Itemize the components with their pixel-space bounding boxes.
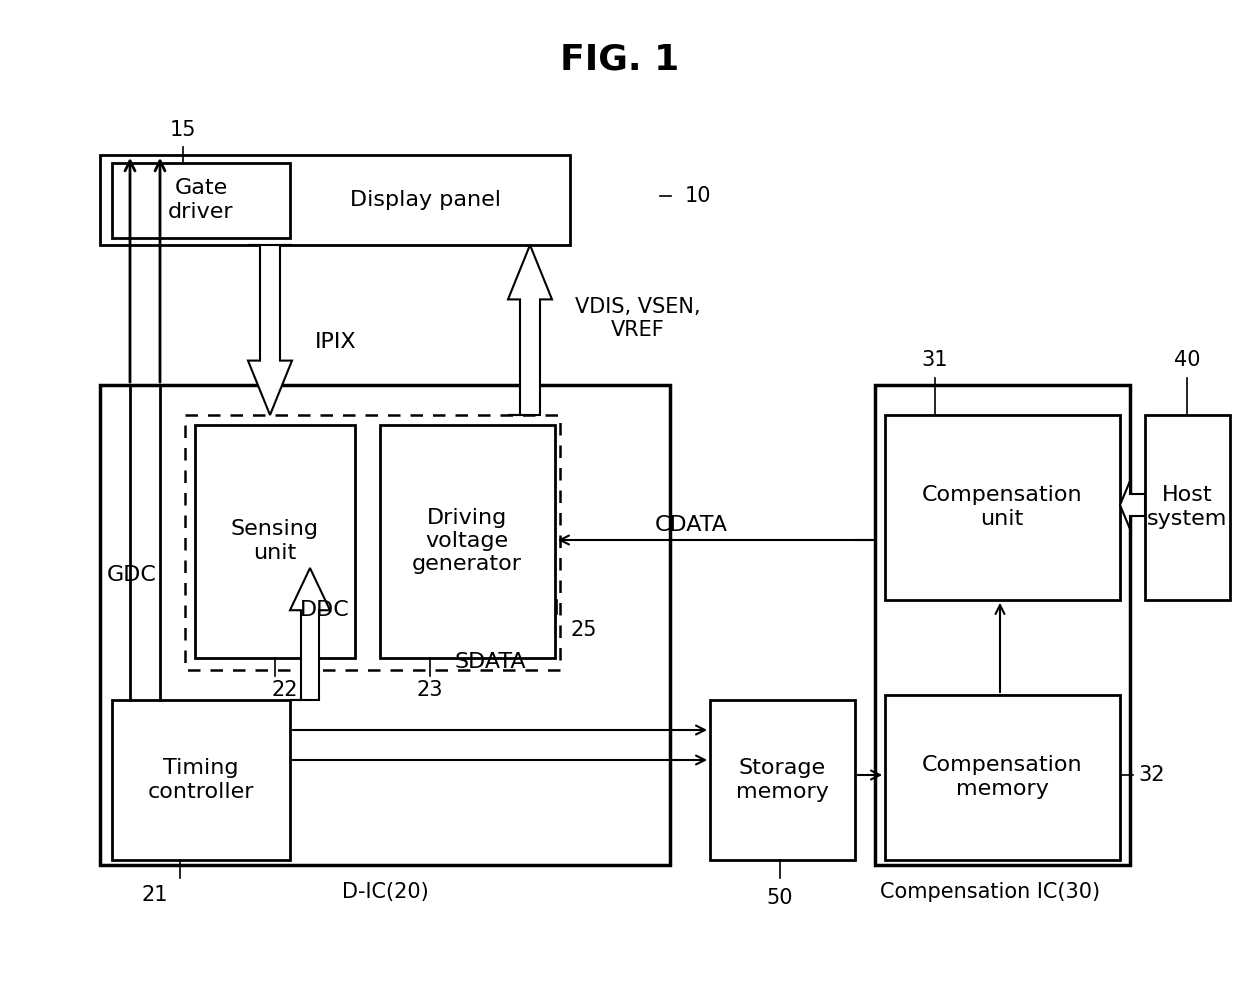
Text: D-IC(20): D-IC(20) <box>342 882 428 902</box>
Polygon shape <box>1120 481 1145 529</box>
Text: Storage
memory: Storage memory <box>735 758 828 802</box>
Text: Sensing
unit: Sensing unit <box>231 520 319 562</box>
Text: 50: 50 <box>766 888 794 908</box>
Bar <box>100 155 570 245</box>
Text: VDIS, VSEN,
VREF: VDIS, VSEN, VREF <box>575 297 701 340</box>
Text: Timing
controller: Timing controller <box>148 758 254 802</box>
Text: DDC: DDC <box>300 600 350 620</box>
Text: 25: 25 <box>570 620 596 640</box>
Text: 31: 31 <box>921 350 949 370</box>
Text: 22: 22 <box>272 680 299 700</box>
Bar <box>100 385 670 865</box>
Text: GDC: GDC <box>107 565 157 585</box>
Text: 32: 32 <box>1138 765 1164 785</box>
Text: IPIX: IPIX <box>315 332 357 352</box>
Text: SDATA: SDATA <box>454 652 526 672</box>
Bar <box>885 415 1120 600</box>
Bar <box>379 425 556 658</box>
Text: 10: 10 <box>684 186 712 206</box>
Text: Host
system: Host system <box>1147 485 1228 529</box>
Bar <box>711 700 856 860</box>
Polygon shape <box>508 245 552 415</box>
Text: Display panel: Display panel <box>350 190 501 210</box>
Text: 23: 23 <box>417 680 443 700</box>
Bar <box>112 163 290 238</box>
Text: Driving
voltage
generator: Driving voltage generator <box>412 508 522 574</box>
Text: CDATA: CDATA <box>655 515 728 535</box>
Text: Compensation
unit: Compensation unit <box>921 485 1083 529</box>
Text: Compensation
memory: Compensation memory <box>921 755 1083 799</box>
Polygon shape <box>248 245 291 415</box>
Text: Compensation IC(30): Compensation IC(30) <box>880 882 1100 902</box>
Text: 40: 40 <box>1174 350 1200 370</box>
Bar <box>885 695 1120 860</box>
Text: FIG. 1: FIG. 1 <box>560 43 680 77</box>
Text: 15: 15 <box>170 120 196 140</box>
Bar <box>185 415 560 670</box>
Bar <box>1145 415 1230 600</box>
Bar <box>875 385 1130 865</box>
Text: 21: 21 <box>141 885 169 905</box>
Bar <box>195 425 355 658</box>
Polygon shape <box>290 568 330 700</box>
Text: Gate
driver: Gate driver <box>169 178 234 222</box>
Bar <box>112 700 290 860</box>
